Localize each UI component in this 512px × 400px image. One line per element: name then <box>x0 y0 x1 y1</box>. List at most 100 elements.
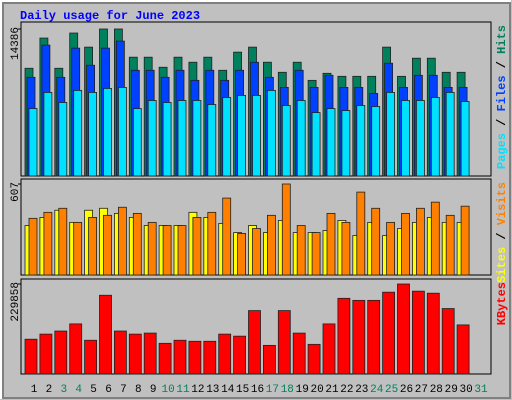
bar <box>266 214 276 276</box>
bar <box>69 323 83 375</box>
bar <box>147 221 157 276</box>
bar <box>237 95 247 177</box>
bar <box>326 212 336 276</box>
bar <box>307 343 321 375</box>
bar <box>158 342 172 375</box>
bar <box>281 105 291 177</box>
bar <box>252 95 261 177</box>
bar <box>39 333 53 375</box>
x-tick-label: 4 <box>75 384 82 396</box>
bar <box>296 225 306 276</box>
bar <box>326 108 336 177</box>
bar <box>296 100 306 177</box>
x-tick-label: 2 <box>46 384 53 396</box>
x-tick-label: 25 <box>385 384 398 396</box>
bar <box>415 207 425 276</box>
bar <box>58 207 68 276</box>
bar <box>248 310 261 375</box>
x-tick-label: 6 <box>105 384 112 396</box>
bar <box>54 330 68 375</box>
bar <box>386 221 396 276</box>
bar <box>143 332 157 375</box>
bar <box>118 86 127 177</box>
legend-separator: / <box>495 54 509 76</box>
x-tick-label: 18 <box>281 384 294 396</box>
bar <box>88 217 97 276</box>
y-tick-label: 229858 <box>10 282 22 322</box>
bar <box>252 228 261 276</box>
x-tick-label: 1 <box>31 384 38 396</box>
x-tick-label: 3 <box>60 384 67 396</box>
x-tick-label: 22 <box>340 384 353 396</box>
bar <box>177 225 187 276</box>
bar <box>177 100 187 177</box>
bar <box>207 211 217 276</box>
x-tick-label: 12 <box>191 384 204 396</box>
bar <box>28 108 38 177</box>
bar <box>132 212 142 276</box>
bar <box>401 212 410 276</box>
x-tick-label: 11 <box>176 384 190 396</box>
bar <box>203 340 217 375</box>
bar <box>397 283 410 375</box>
bar <box>367 299 381 375</box>
legend-entry: Hits <box>495 25 509 54</box>
bar <box>341 221 351 276</box>
x-tick-label: 21 <box>325 384 339 396</box>
bar <box>426 292 440 375</box>
bar <box>356 191 366 276</box>
bar <box>58 102 68 177</box>
bar <box>292 332 306 375</box>
bar <box>162 102 172 177</box>
bar <box>456 324 470 375</box>
legend: Pages / Files / Hits <box>495 25 509 169</box>
x-tick-label: 7 <box>120 384 127 396</box>
x-tick-label: 29 <box>445 384 458 396</box>
bar <box>43 211 53 276</box>
bar <box>162 225 172 276</box>
bar <box>132 108 142 177</box>
x-tick-label: 31 <box>474 384 488 396</box>
x-tick-label: 30 <box>459 384 472 396</box>
bar <box>371 207 381 276</box>
bar <box>460 101 470 177</box>
x-tick-label: 10 <box>161 384 174 396</box>
bar <box>322 323 336 375</box>
legend-separator: / <box>495 225 509 247</box>
bar <box>277 310 291 375</box>
bar <box>128 333 142 375</box>
legend: KBytes <box>495 282 509 325</box>
bar <box>88 92 97 177</box>
bar <box>192 217 202 276</box>
bar <box>99 294 112 375</box>
bar <box>28 217 38 276</box>
bar <box>118 206 127 276</box>
legend-entry: Sites <box>495 247 509 283</box>
x-tick-label: 5 <box>90 384 97 396</box>
bar <box>218 333 232 375</box>
bar <box>311 232 321 276</box>
bar <box>445 92 455 177</box>
bar <box>266 90 276 177</box>
x-tick-label: 8 <box>135 384 142 396</box>
bar <box>460 205 470 276</box>
x-tick-label: 16 <box>251 384 264 396</box>
bar <box>114 330 127 375</box>
bar <box>311 112 321 177</box>
legend-entry: Visits <box>495 182 509 225</box>
bar <box>445 214 455 276</box>
x-tick-label: 9 <box>150 384 157 396</box>
bar <box>430 97 440 177</box>
x-tick-label: 17 <box>266 384 279 396</box>
legend-entry: Files <box>495 75 509 111</box>
y-tick-label: 14386 <box>10 27 22 60</box>
bar <box>337 297 351 375</box>
x-tick-label: 19 <box>296 384 309 396</box>
legend-entry: Pages <box>495 133 509 169</box>
bar <box>233 335 247 375</box>
legend-entry: KBytes <box>495 282 509 325</box>
bar <box>415 100 425 177</box>
x-tick-label: 14 <box>221 384 235 396</box>
